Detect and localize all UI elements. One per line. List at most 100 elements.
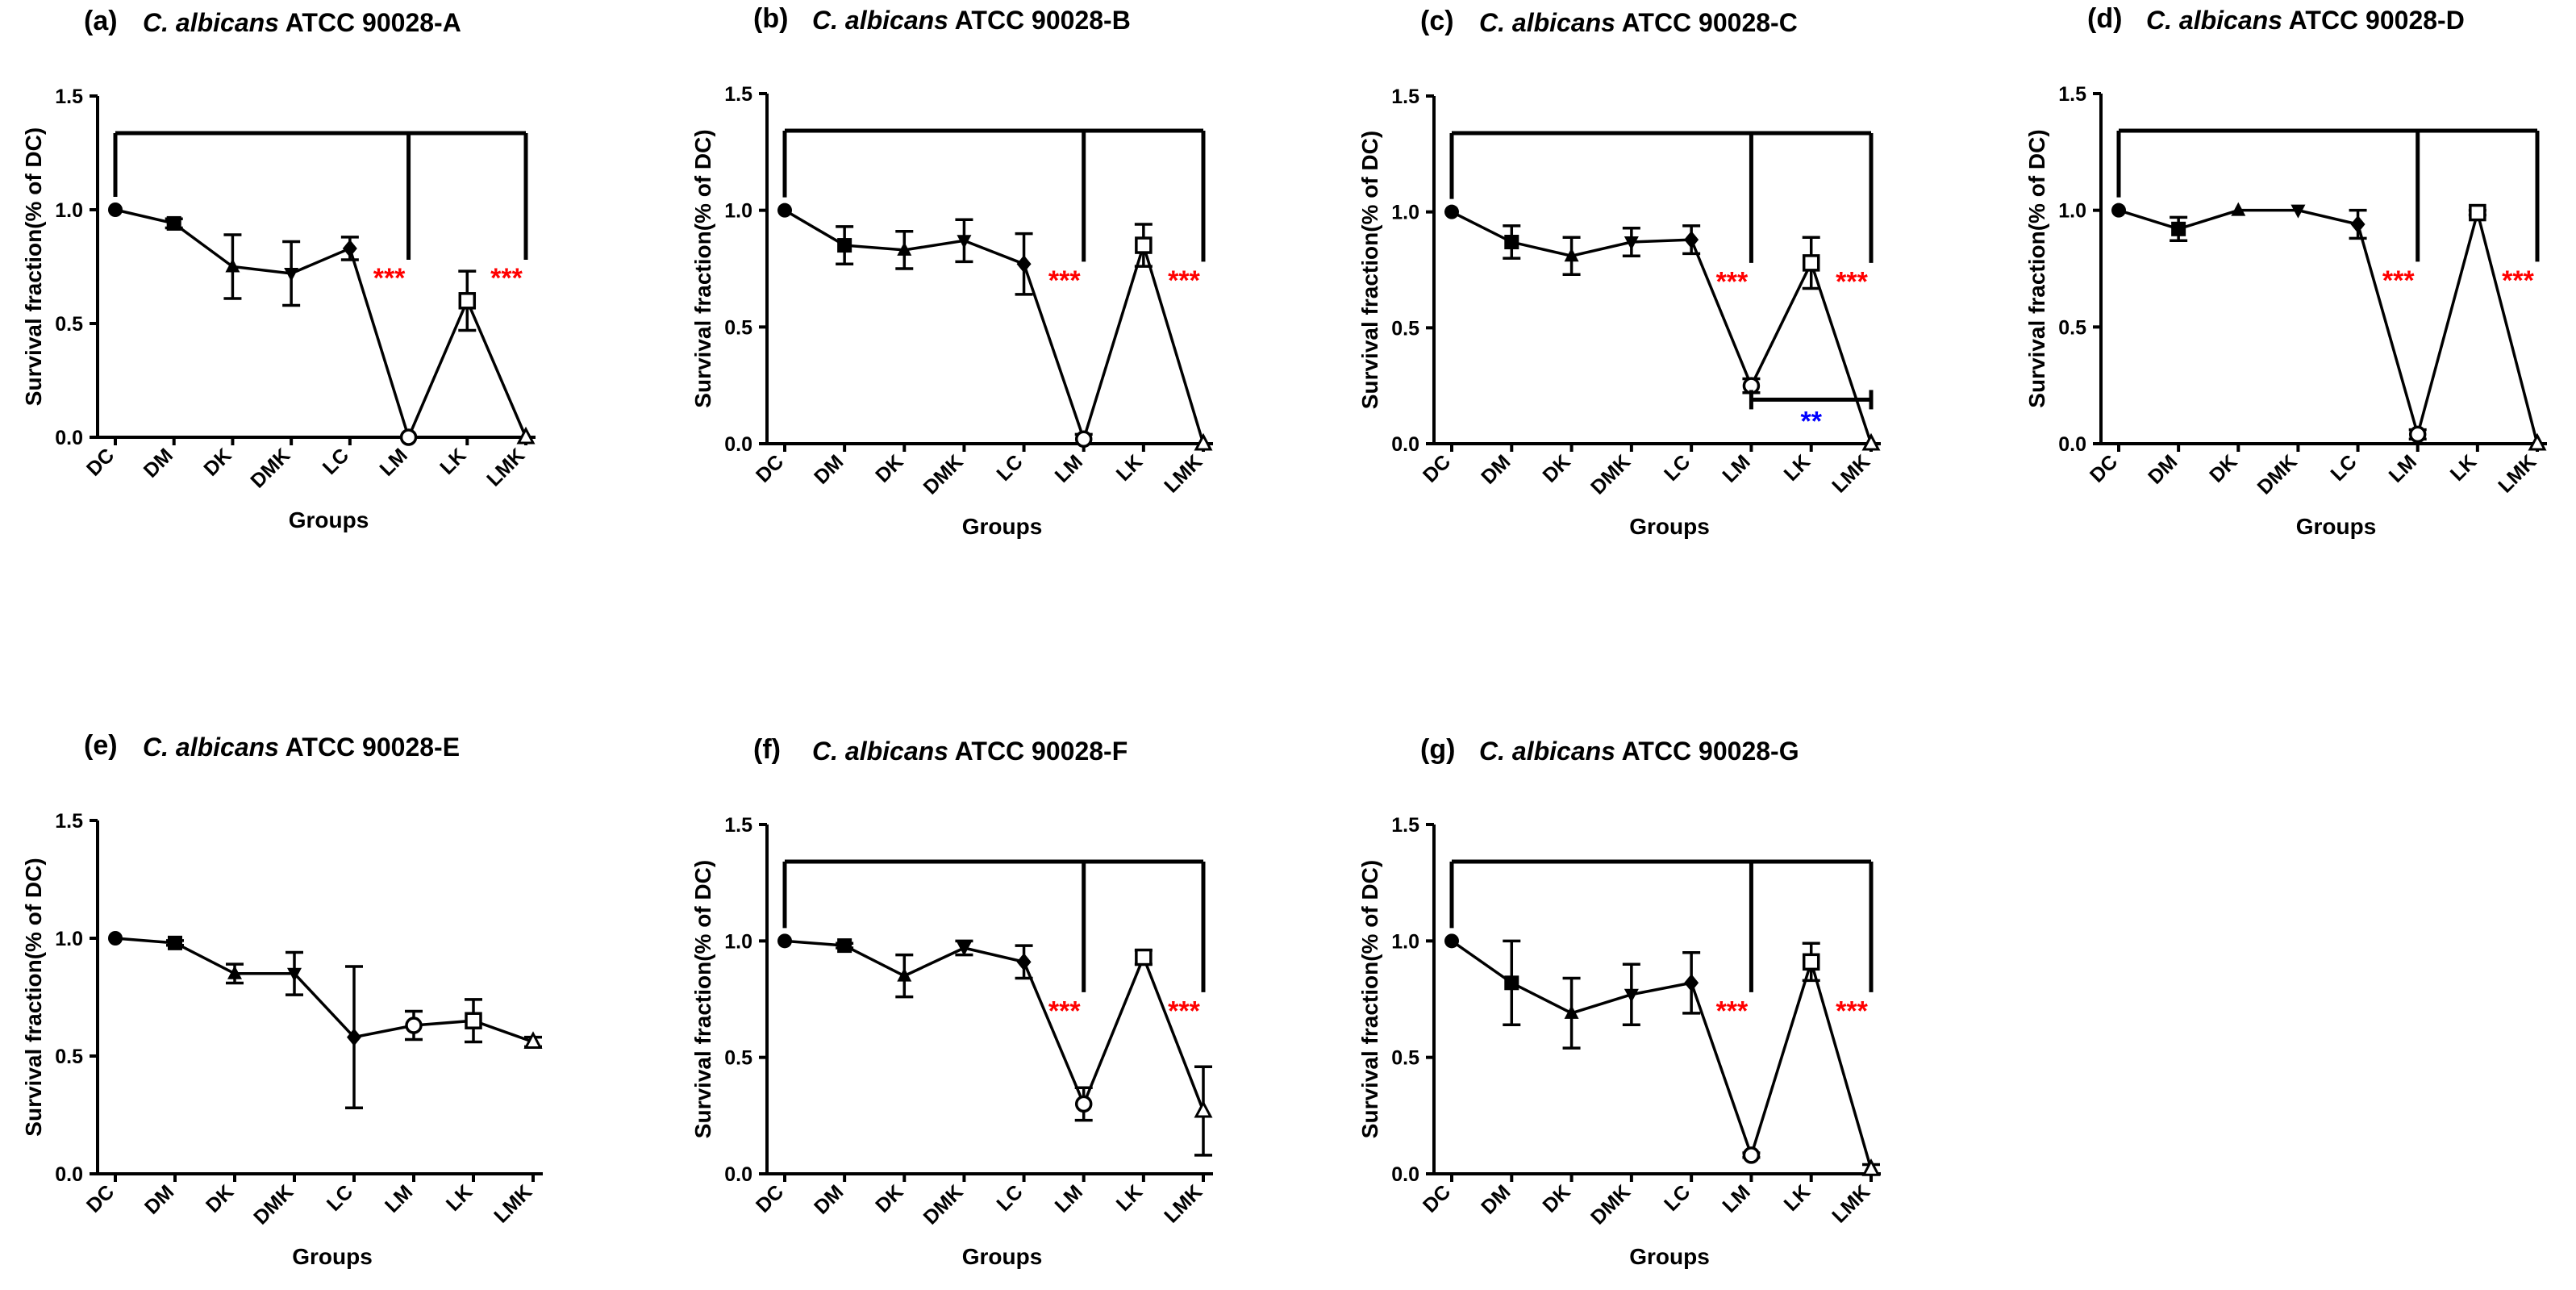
y-tick-label: 0.5	[55, 313, 83, 336]
data-point-lmk	[2528, 432, 2547, 451]
x-tick-label: DC	[752, 450, 788, 486]
chart-title: C. albicans ATCC 90028-B	[812, 6, 1131, 35]
significance-label: ***	[1168, 265, 1200, 296]
data-point-dk	[225, 258, 240, 273]
y-tick-label: 1.5	[1391, 86, 1419, 108]
series-line	[115, 208, 527, 442]
x-tick-label: LMK	[482, 444, 529, 491]
data-point-lc	[342, 239, 357, 257]
comparison-label: **	[1800, 406, 1822, 436]
data-point-lm	[2408, 425, 2427, 444]
chart-title: C. albicans ATCC 90028-A	[143, 8, 461, 37]
x-tick-label: DK	[2205, 450, 2241, 486]
data-point-lc	[1684, 974, 1699, 992]
data-point-lc	[1684, 231, 1699, 249]
data-point-dm	[1504, 235, 1519, 250]
data-point-lmk	[523, 1031, 543, 1049]
panel-letter: (d)	[2087, 3, 2122, 34]
chart-panel-b: (b) C. albicans ATCC 90028-B 0.0 0.5 1.0 1.5 D…	[690, 3, 1213, 539]
x-tick-label: DK	[1538, 1180, 1574, 1217]
x-tick-label: LMK	[1160, 1180, 1207, 1227]
data-point-dc	[1444, 204, 1459, 219]
y-tick-label: 1.5	[724, 83, 752, 106]
y-tick-label: 1.0	[55, 928, 83, 950]
x-tick-label: LK	[1112, 450, 1147, 485]
panel-letter: (a)	[84, 6, 118, 36]
x-tick-label: LM	[1718, 1180, 1754, 1217]
data-point-lk	[2469, 203, 2486, 222]
x-tick-label: DMK	[246, 444, 294, 492]
x-tick-label: LC	[1660, 1180, 1694, 1215]
data-point-dc	[2111, 202, 2126, 218]
data-point-dk	[1564, 1004, 1579, 1019]
series-line	[784, 939, 1205, 1112]
y-tick-label: 1.0	[724, 930, 752, 953]
y-tick-label: 1.0	[55, 199, 83, 222]
x-tick-label: DM	[140, 1180, 178, 1218]
y-tick-label: 1.5	[724, 814, 752, 837]
data-point-dmk	[957, 941, 972, 956]
x-tick-label: DMK	[1586, 450, 1635, 499]
data-point-dmk	[957, 235, 972, 249]
y-tick-label: 0.5	[724, 1047, 752, 1070]
data-point-lk	[1135, 236, 1153, 254]
data-point-dmk	[1624, 236, 1639, 251]
x-tick-label: LK	[2446, 450, 2481, 485]
chart-title: C. albicans ATCC 90028-G	[1479, 737, 1799, 766]
y-tick-label: 1.5	[55, 86, 83, 108]
significance-label: ***	[490, 263, 523, 294]
y-tick-label: 1.0	[2058, 200, 2086, 223]
x-tick-label: DK	[1538, 450, 1574, 486]
x-tick-label: DC	[752, 1180, 788, 1217]
y-tick-label: 0.5	[1391, 1047, 1419, 1070]
y-axis-label: Survival fraction(% of DC)	[21, 127, 46, 406]
y-tick-label: 0.0	[724, 1163, 752, 1186]
y-tick-label: 0.5	[724, 316, 752, 339]
x-tick-label: DC	[82, 1180, 119, 1217]
x-tick-label: DMK	[2253, 450, 2302, 499]
data-point-lc	[2350, 215, 2366, 234]
data-point-lmk	[1861, 432, 1881, 451]
x-tick-label: LK	[1780, 1180, 1815, 1215]
x-tick-label: LM	[2385, 450, 2421, 486]
y-tick-label: 1.0	[724, 200, 752, 223]
y-axis-label: Survival fraction(% of DC)	[2024, 129, 2049, 407]
panel-letter: (g)	[1420, 734, 1455, 765]
data-point-dc	[777, 933, 792, 949]
x-tick-label: DK	[202, 1180, 238, 1217]
data-point-dc	[777, 202, 792, 218]
x-tick-label: DMK	[1586, 1180, 1635, 1229]
panel-letter: (b)	[753, 3, 788, 34]
x-tick-label: LC	[323, 1180, 357, 1215]
data-point-lmk	[516, 426, 536, 445]
data-point-lm	[405, 1017, 423, 1034]
data-point-lm	[1074, 430, 1093, 448]
data-point-dk	[897, 241, 912, 256]
y-tick-label: 0.5	[55, 1046, 83, 1068]
x-tick-label: LMK	[2494, 450, 2541, 497]
x-tick-label: DC	[2086, 450, 2122, 486]
y-axis-label: Survival fraction(% of DC)	[690, 860, 715, 1138]
x-tick-label: DM	[810, 450, 848, 488]
x-tick-label: DMK	[919, 450, 968, 499]
data-point-dk	[2231, 202, 2246, 216]
significance-label: ***	[1716, 266, 1749, 297]
x-tick-label: LC	[992, 1180, 1027, 1215]
y-tick-label: 1.5	[55, 810, 83, 833]
series-line	[115, 937, 534, 1044]
chart-title: C. albicans ATCC 90028-F	[812, 737, 1128, 766]
x-tick-label: DMK	[249, 1180, 298, 1229]
series-line	[784, 209, 1205, 445]
x-tick-label: LM	[381, 1180, 417, 1217]
chart-title: C. albicans ATCC 90028-D	[2146, 6, 2465, 35]
significance-label: ***	[1716, 996, 1749, 1026]
y-tick-label: 0.0	[1391, 1163, 1419, 1186]
x-tick-label: DK	[871, 1180, 907, 1217]
series-line	[1450, 939, 1873, 1170]
data-point-dc	[1444, 933, 1459, 949]
x-tick-label: DC	[1419, 450, 1455, 486]
x-tick-label: DM	[2144, 450, 2182, 488]
chart-title: C. albicans ATCC 90028-E	[143, 733, 460, 762]
data-point-dm	[837, 238, 852, 253]
